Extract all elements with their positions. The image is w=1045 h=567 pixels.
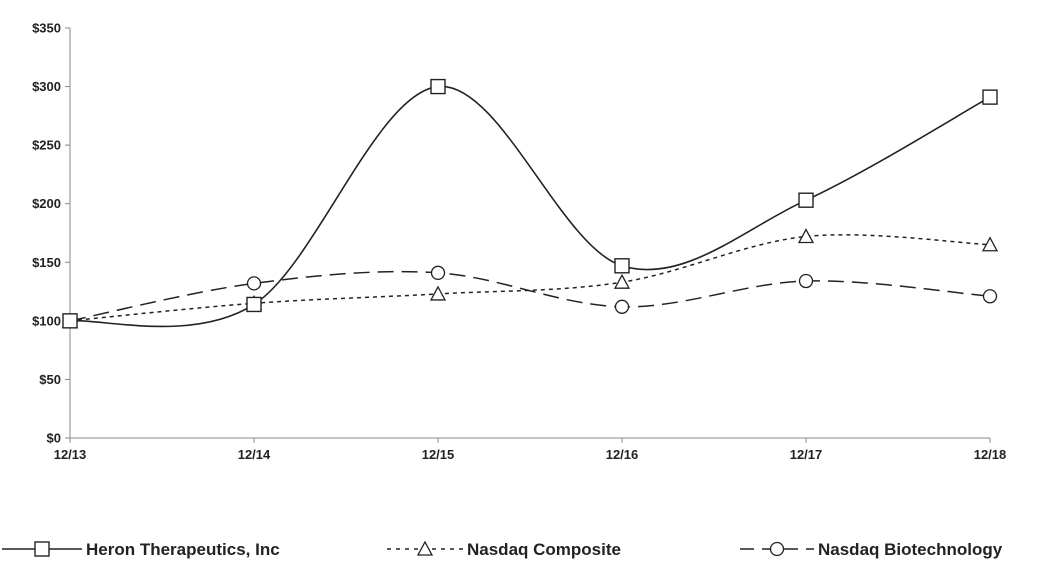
data-point-square xyxy=(246,296,262,313)
y-tick-label: $200 xyxy=(32,196,61,211)
legend-swatch-marker xyxy=(34,541,50,557)
data-point-triangle xyxy=(613,273,631,289)
legend-item: Nasdaq Composite xyxy=(387,540,621,559)
data-point-triangle xyxy=(797,228,815,244)
x-tick-label: 12/18 xyxy=(974,447,1007,462)
y-tick-label: $0 xyxy=(47,431,61,446)
data-point-circle xyxy=(246,276,262,291)
x-tick-label: 12/14 xyxy=(238,447,271,462)
y-tick-label: $100 xyxy=(32,313,61,328)
series-markers xyxy=(61,78,999,329)
x-tick-label: 12/13 xyxy=(54,447,87,462)
data-point-circle xyxy=(982,289,998,304)
x-tick-label: 12/17 xyxy=(790,447,823,462)
legend-item: Heron Therapeutics, Inc xyxy=(2,540,280,559)
series-line-heron-therapeutics-inc xyxy=(69,85,991,328)
data-point-square xyxy=(982,89,998,105)
series-line-nasdaq-biotechnology xyxy=(69,270,991,322)
x-tick-label: 12/16 xyxy=(606,447,639,462)
legend-swatch-marker xyxy=(769,541,785,557)
legend: Heron Therapeutics, Inc Nasdaq Composite N… xyxy=(2,540,1003,559)
x-tick-label: 12/15 xyxy=(422,447,455,462)
data-point-square xyxy=(62,313,78,329)
data-point-triangle xyxy=(981,236,999,252)
x-axis-ticks: 12/13 12/14 12/15 12/16 12/17 12/18 xyxy=(54,438,1007,462)
data-point-circle xyxy=(798,273,814,289)
data-point-square xyxy=(798,192,814,208)
y-tick-label: $250 xyxy=(32,138,61,153)
data-point-circle xyxy=(430,265,446,280)
y-tick-label: $300 xyxy=(32,79,61,94)
legend-item: Nasdaq Biotechnology xyxy=(740,540,1003,559)
series-lines xyxy=(69,85,991,328)
series-line-nasdaq-composite xyxy=(69,234,991,322)
data-point-square xyxy=(614,258,630,274)
y-tick-label: $50 xyxy=(39,372,61,387)
legend-swatch-marker xyxy=(416,540,434,556)
y-tick-label: $350 xyxy=(32,21,61,36)
axes xyxy=(69,28,990,439)
data-point-circle xyxy=(614,299,630,314)
data-point-triangle xyxy=(429,285,447,301)
legend-label: Nasdaq Composite xyxy=(467,540,621,559)
y-axis-ticks: $0 $50 $100 $150 $200 $250 $300 $350 xyxy=(32,21,70,446)
legend-label: Heron Therapeutics, Inc xyxy=(86,540,280,559)
data-point-square xyxy=(430,78,446,95)
y-tick-label: $150 xyxy=(32,255,61,270)
legend-label: Nasdaq Biotechnology xyxy=(818,540,1003,559)
